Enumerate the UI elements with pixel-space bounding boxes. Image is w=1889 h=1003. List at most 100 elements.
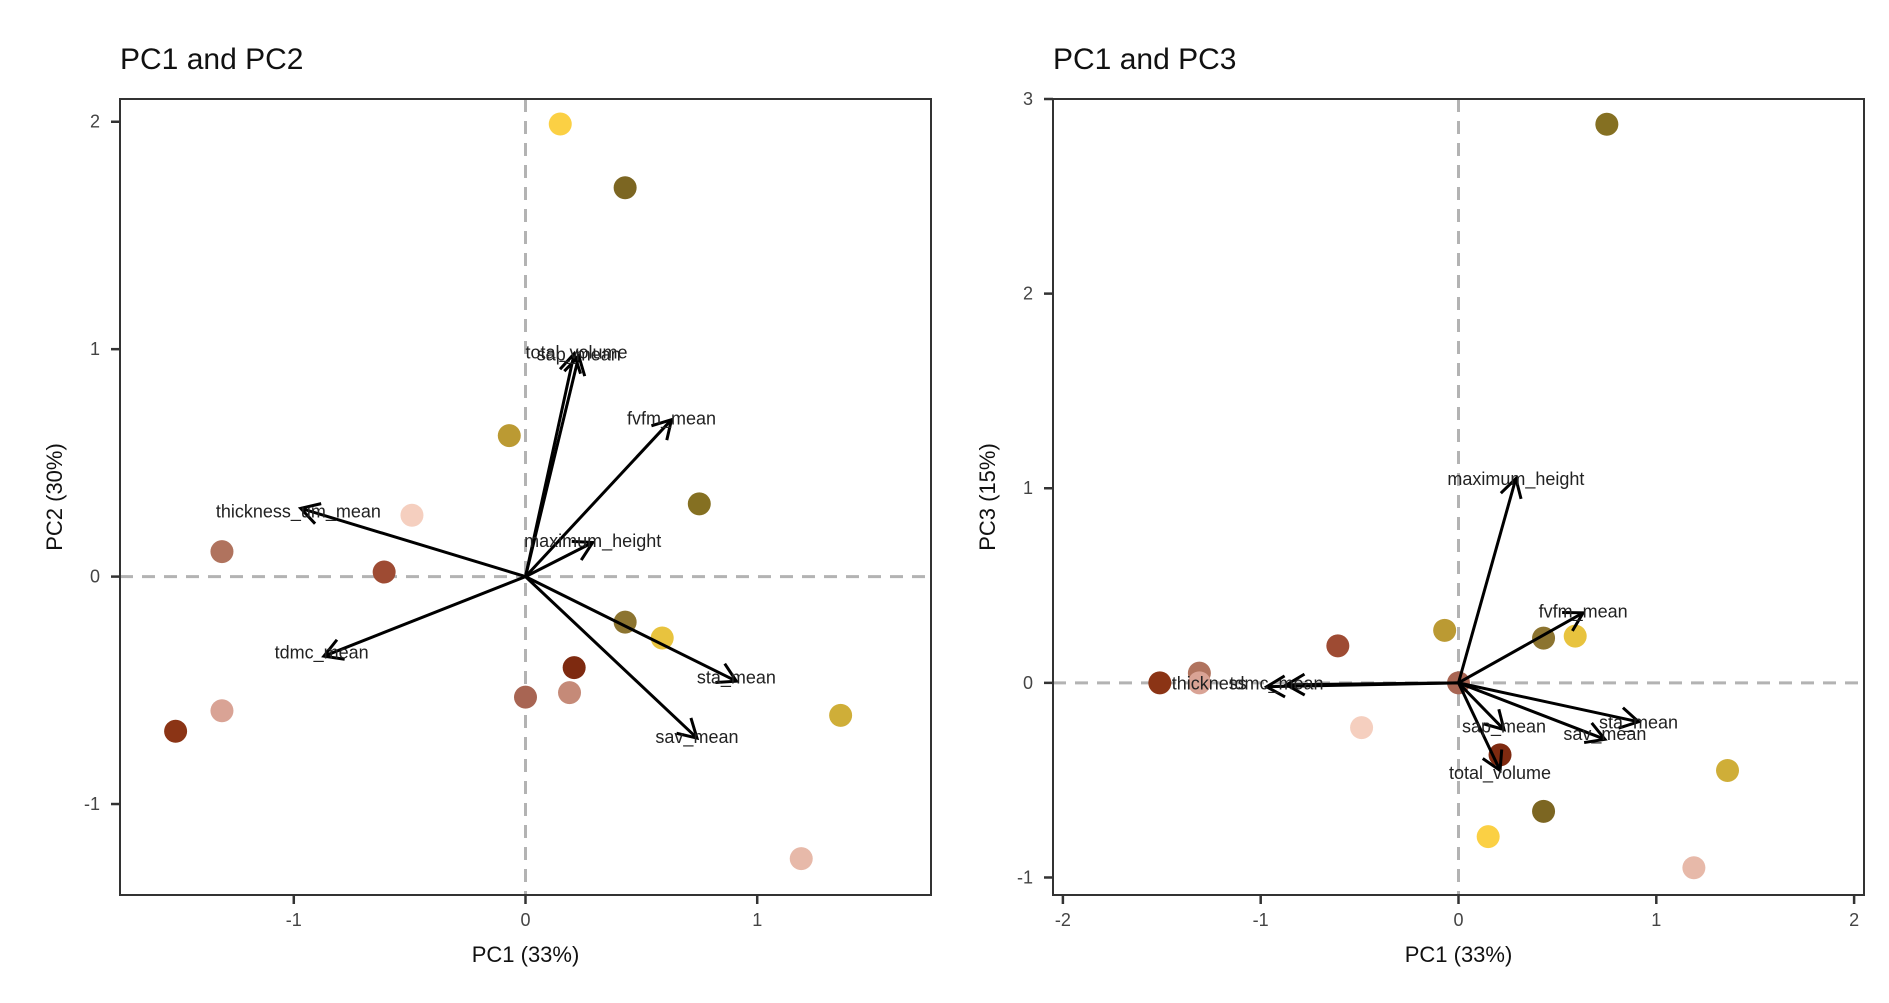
panel-title: PC1 and PC2 bbox=[120, 43, 303, 76]
loading-label: total_volume bbox=[525, 342, 627, 363]
y-tick-label: 0 bbox=[1023, 673, 1033, 693]
data-point bbox=[548, 112, 572, 136]
loading-label: fvfm_mean bbox=[1539, 602, 1628, 623]
data-point bbox=[1326, 634, 1350, 658]
data-point bbox=[687, 492, 711, 516]
loading-arrowhead bbox=[1583, 722, 1608, 745]
x-axis-title: PC1 (33%) bbox=[472, 942, 580, 967]
data-point bbox=[829, 703, 853, 727]
loading-label: thickness_um_mean bbox=[216, 502, 381, 523]
loading-arrow bbox=[524, 575, 698, 740]
y-axis-title: PC3 (15%) bbox=[975, 443, 1000, 551]
loading-arrow bbox=[1457, 611, 1584, 685]
data-point bbox=[1433, 618, 1457, 642]
data-point bbox=[1476, 825, 1500, 849]
data-point bbox=[514, 685, 537, 709]
y-axis-title: PC2 (30%) bbox=[42, 443, 67, 551]
loading-arrow bbox=[1458, 681, 1639, 724]
data-point bbox=[497, 424, 521, 448]
x-tick-label: 0 bbox=[1453, 910, 1463, 930]
loading-arrowhead bbox=[676, 717, 700, 741]
loading-arrowhead bbox=[650, 417, 674, 441]
y-tick-label: -1 bbox=[84, 794, 100, 814]
loading-label: sap_mean bbox=[537, 345, 621, 366]
loading-arrowhead bbox=[1618, 706, 1642, 730]
loading-arrow bbox=[524, 575, 738, 683]
x-tick-label: 1 bbox=[752, 910, 762, 930]
loading-label: sav_mean bbox=[1563, 724, 1646, 745]
loading-arrow bbox=[524, 418, 673, 578]
data-point bbox=[1563, 624, 1587, 648]
data-point bbox=[372, 560, 396, 584]
x-tick-label: -1 bbox=[286, 910, 302, 930]
loading-arrow bbox=[1457, 681, 1606, 741]
data-point bbox=[210, 699, 234, 723]
loading-label: maximum_height bbox=[1447, 469, 1584, 490]
panel-title: PC1 and PC3 bbox=[1053, 43, 1236, 76]
data-point bbox=[164, 719, 188, 743]
data-point bbox=[562, 656, 586, 680]
x-tick-label: 1 bbox=[1651, 910, 1661, 930]
x-tick-label: -1 bbox=[1253, 910, 1269, 930]
x-tick-label: 0 bbox=[520, 910, 530, 930]
loading-label: total_volume bbox=[1449, 763, 1551, 784]
loading-arrowhead bbox=[1499, 475, 1523, 500]
x-tick-label: -2 bbox=[1055, 910, 1071, 930]
loading-arrow bbox=[1286, 681, 1459, 687]
loading-arrow bbox=[1457, 682, 1502, 772]
points-layer bbox=[164, 112, 853, 871]
loading-label: tdmc_mean bbox=[275, 643, 369, 664]
loading-arrowhead bbox=[563, 353, 587, 377]
points-layer bbox=[1148, 112, 1740, 880]
data-point bbox=[558, 681, 582, 705]
data-point bbox=[1716, 758, 1740, 782]
loading-label: sta_mean bbox=[1599, 712, 1678, 733]
y-tick-label: -1 bbox=[1017, 867, 1033, 887]
loading-arrowhead bbox=[571, 539, 596, 561]
loading-arrow bbox=[300, 506, 526, 579]
data-point bbox=[650, 626, 674, 650]
data-point bbox=[613, 176, 637, 200]
y-tick-label: 1 bbox=[90, 339, 100, 359]
data-point bbox=[1148, 671, 1172, 695]
data-point bbox=[1682, 856, 1706, 880]
loading-arrowhead bbox=[321, 638, 345, 661]
y-tick-label: 2 bbox=[90, 112, 100, 132]
y-tick-label: 3 bbox=[1023, 89, 1033, 109]
loading-arrow bbox=[524, 355, 581, 577]
data-point bbox=[789, 847, 813, 871]
panel-2: PC1 and PC3 maximum_height fvfm_meanthickn… bbox=[975, 43, 1865, 967]
loading-arrowhead bbox=[1263, 674, 1286, 699]
loading-label: tdmc_mean bbox=[1229, 674, 1323, 695]
loading-arrow bbox=[1457, 681, 1506, 731]
data-point bbox=[400, 503, 424, 527]
loading-label: sta_mean bbox=[697, 668, 776, 689]
loading-arrowhead bbox=[297, 502, 322, 525]
loading-arrowhead bbox=[1481, 749, 1504, 774]
loading-arrow bbox=[323, 575, 527, 658]
loading-arrow bbox=[1457, 478, 1518, 684]
loading-label: maximum_height bbox=[524, 531, 661, 552]
loading-label: sap_mean bbox=[1462, 716, 1546, 737]
loading-arrowhead bbox=[715, 662, 740, 685]
y-tick-label: 1 bbox=[1023, 478, 1033, 498]
data-point bbox=[210, 540, 234, 564]
data-point bbox=[1595, 112, 1619, 136]
loading-label: sav_mean bbox=[655, 727, 738, 748]
loading-label: fvfm_mean bbox=[627, 408, 716, 429]
loading-label: thickness bbox=[1172, 674, 1247, 694]
loading-arrow bbox=[524, 541, 594, 578]
x-axis-title: PC1 (33%) bbox=[1405, 942, 1513, 967]
loading-arrowhead bbox=[1562, 611, 1586, 632]
y-tick-label: 2 bbox=[1023, 284, 1033, 304]
data-point bbox=[1187, 671, 1211, 695]
data-point bbox=[1350, 716, 1374, 740]
data-point bbox=[1532, 799, 1556, 823]
loading-arrowhead bbox=[558, 350, 582, 375]
loading-arrowhead bbox=[1283, 672, 1306, 697]
y-tick-label: 0 bbox=[90, 567, 100, 587]
x-tick-label: 2 bbox=[1849, 910, 1859, 930]
